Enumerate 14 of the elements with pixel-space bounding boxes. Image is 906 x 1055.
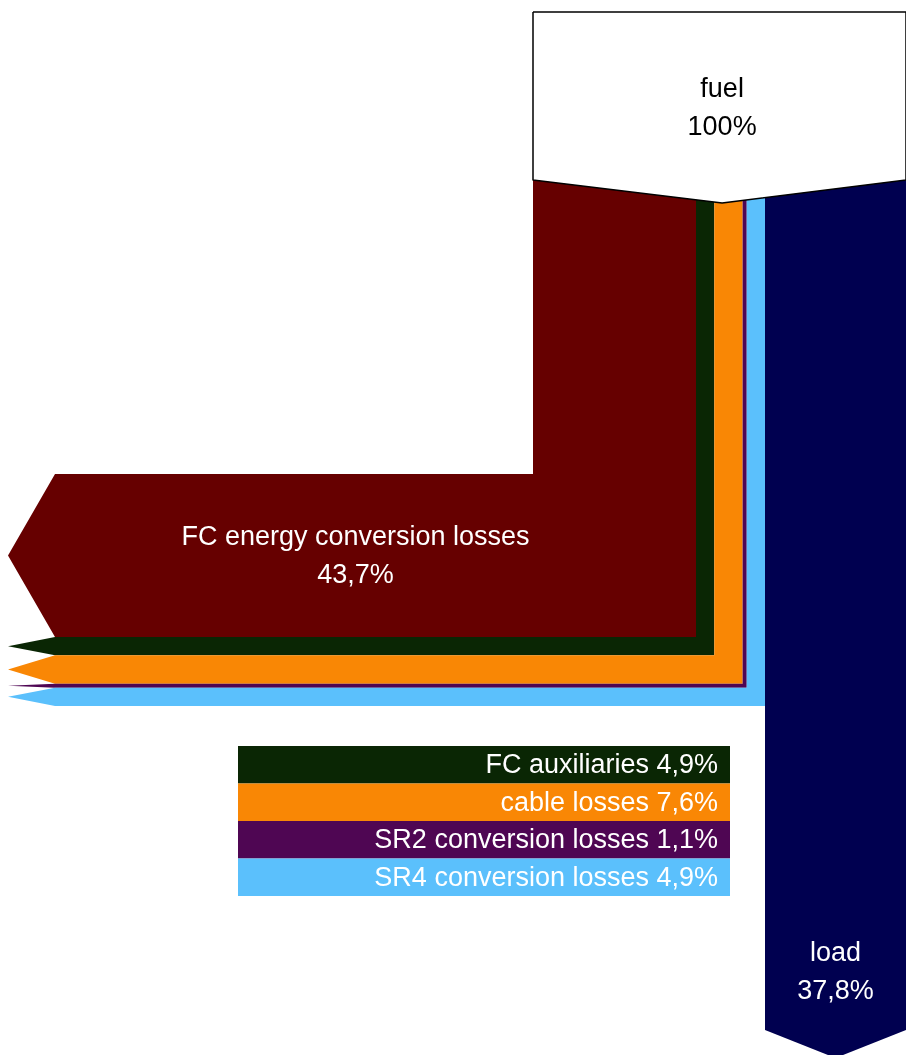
data-label: 100%	[687, 111, 757, 141]
data-label: 43,7%	[317, 558, 394, 589]
category-label: FC energy conversion losses	[181, 520, 530, 551]
category-label: load	[809, 937, 862, 967]
category-label: SR4 conversion losses	[374, 861, 649, 892]
data-label: 7,6%	[656, 786, 718, 817]
category-label: FC auxiliaries	[485, 749, 649, 779]
data-label: 1,1%	[656, 824, 718, 854]
category-label: cable losses	[500, 786, 649, 817]
data-label: 37,8%	[797, 975, 874, 1005]
data-label: 4,9%	[656, 749, 718, 779]
category-label: SR2 conversion losses	[374, 824, 649, 854]
category-label: fuel	[700, 73, 744, 103]
data-label: 4,9%	[656, 861, 718, 892]
